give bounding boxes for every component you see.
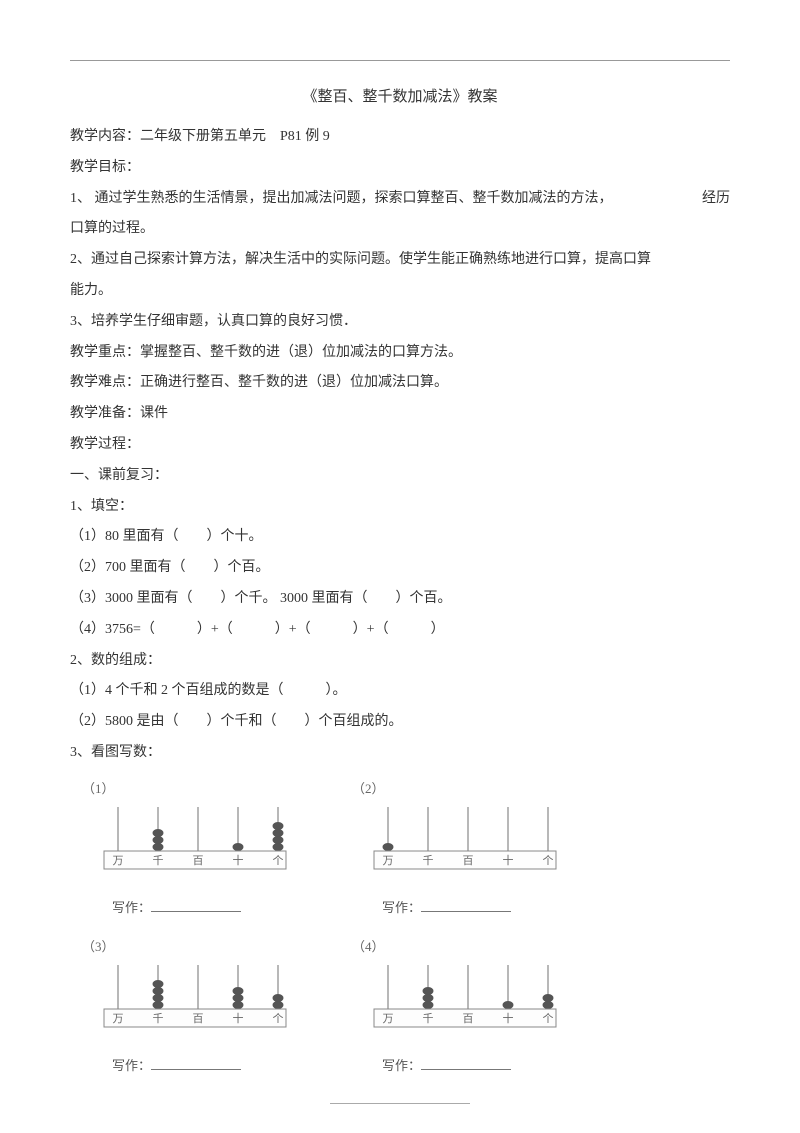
abacus-label: （4） (352, 933, 582, 962)
page-title: 《整百、整千数加减法》教案 (70, 81, 730, 114)
content-line: （1）80 里面有（ ）个十。 (70, 522, 730, 553)
svg-text:百: 百 (193, 855, 204, 867)
write-label: 写作： (112, 894, 312, 923)
write-label: 写作： (382, 894, 582, 923)
abacus-svg: 万千百十个 (100, 805, 312, 888)
svg-text:百: 百 (193, 1013, 204, 1025)
content-line: 教学过程： (70, 430, 730, 461)
abacus-svg: 万千百十个 (370, 805, 582, 888)
write-label: 写作： (382, 1052, 582, 1081)
svg-text:千: 千 (153, 854, 164, 867)
write-text: 写作： (112, 1058, 151, 1073)
blank-underline (421, 1057, 511, 1070)
svg-text:万: 万 (113, 855, 124, 867)
content-line: （4）3756=（ ）+（ ）+（ ）+（ ） (70, 615, 730, 646)
top-rule (70, 60, 730, 61)
content-line: 1、填空： (70, 492, 730, 523)
blank-underline (421, 899, 511, 912)
content-line: （2）700 里面有（ ）个百。 (70, 553, 730, 584)
svg-text:百: 百 (463, 855, 474, 867)
abacus-block: （1） 万 千 百 十 个 写作： (82, 775, 312, 927)
content-line: （2）5800 是由（ ）个千和（ ）个百组成的。 (70, 707, 730, 738)
content-line: 3、看图写数： (70, 738, 730, 769)
svg-text:十: 十 (503, 853, 514, 867)
write-text: 写作： (382, 1058, 421, 1073)
content-line: 口算的过程。 (70, 214, 730, 245)
text-span: 经历 (702, 184, 730, 215)
abacus-svg: 万千百十个 (370, 963, 582, 1046)
content-line: 能力。 (70, 276, 730, 307)
abacus-label: （1） (82, 775, 312, 804)
abacus-row-1: （1） 万 千 百 十 个 写作： （2） 万 千 百 十 个 写作： (82, 775, 730, 927)
content-line: 一、课前复习： (70, 461, 730, 492)
content-line: 1、 通过学生熟悉的生活情景，提出加减法问题，探索口算整百、整千数加减法的方法，… (70, 184, 730, 215)
blank-underline (151, 899, 241, 912)
content-line: 2、通过自己探索计算方法，解决生活中的实际问题。使学生能正确熟练地进行口算，提高… (70, 245, 730, 276)
svg-text:千: 千 (423, 854, 434, 867)
svg-text:万: 万 (383, 1013, 394, 1025)
content-line: 教学目标： (70, 153, 730, 184)
svg-text:十: 十 (503, 1011, 514, 1025)
write-text: 写作： (112, 900, 151, 915)
abacus-block: （2） 万 千 百 十 个 写作： (352, 775, 582, 927)
content-line: 3、培养学生仔细审题，认真口算的良好习惯． (70, 307, 730, 338)
svg-text:个: 个 (543, 1012, 554, 1025)
svg-text:百: 百 (463, 1013, 474, 1025)
svg-text:万: 万 (383, 855, 394, 867)
bottom-rule (330, 1103, 470, 1104)
svg-text:个: 个 (273, 854, 284, 867)
abacus-row-2: （3） 万 千 百 十 个 写作： （4） 万 千 百 十 个 写作： (82, 933, 730, 1085)
svg-text:万: 万 (113, 1013, 124, 1025)
write-label: 写作： (112, 1052, 312, 1081)
abacus-label: （3） (82, 933, 312, 962)
svg-text:千: 千 (423, 1012, 434, 1025)
content-line: 教学内容：二年级下册第五单元 P81 例 9 (70, 122, 730, 153)
svg-text:个: 个 (543, 854, 554, 867)
svg-text:十: 十 (233, 853, 244, 867)
write-text: 写作： (382, 900, 421, 915)
svg-text:个: 个 (273, 1012, 284, 1025)
abacus-block: （3） 万 千 百 十 个 写作： (82, 933, 312, 1085)
abacus-label: （2） (352, 775, 582, 804)
blank-underline (151, 1057, 241, 1070)
content-line: 教学重点：掌握整百、整千数的进（退）位加减法的口算方法。 (70, 338, 730, 369)
content-line: 2、数的组成： (70, 646, 730, 677)
content-line: （1）4 个千和 2 个百组成的数是（ ）。 (70, 676, 730, 707)
svg-text:十: 十 (233, 1011, 244, 1025)
svg-text:千: 千 (153, 1012, 164, 1025)
abacus-block: （4） 万 千 百 十 个 写作： (352, 933, 582, 1085)
abacus-svg: 万千百十个 (100, 963, 312, 1046)
content-line: 教学难点：正确进行整百、整千数的进（退）位加减法口算。 (70, 368, 730, 399)
content-line: 教学准备：课件 (70, 399, 730, 430)
text-span: 1、 通过学生熟悉的生活情景，提出加减法问题，探索口算整百、整千数加减法的方法， (70, 184, 613, 215)
content-line: （3）3000 里面有（ ）个千。 3000 里面有（ ）个百。 (70, 584, 730, 615)
